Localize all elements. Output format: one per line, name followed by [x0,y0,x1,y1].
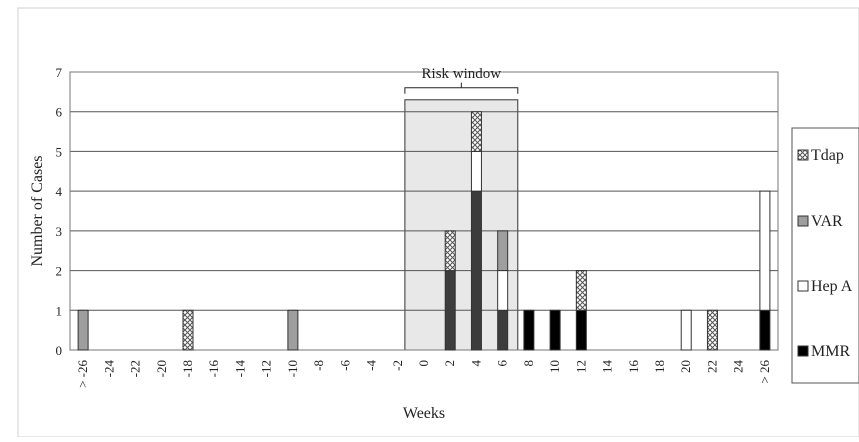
bar-segment-tdap [706,309,718,351]
legend-label: Hep A [811,278,853,295]
bar-segment-hep-a [680,309,692,351]
bar-segment-tdap [470,111,482,152]
x-tick-label: -8 [311,360,326,371]
bar-segment-mmr [523,309,535,351]
risk-window-label: Risk window [422,66,502,82]
x-tick-label: -16 [206,360,221,378]
x-tick-label: -18 [180,360,195,377]
x-tick-label: > -26 [75,360,90,388]
y-tick-label: 6 [56,105,63,120]
legend-label: MMR [811,343,850,360]
y-tick-label: 4 [56,184,63,199]
y-tick-label: 3 [56,224,63,239]
x-tick-label: -2 [390,360,405,371]
x-tick-label: 0 [416,360,431,367]
y-tick-label: 7 [56,65,63,80]
x-tick-label: > 26 [757,360,772,384]
y-tick-label: 0 [56,343,63,358]
x-tick-label: 18 [652,360,667,373]
bar-segment-var [497,230,509,272]
x-tick-label: -12 [259,360,274,377]
x-tick-label: 22 [704,360,719,373]
bar-segment-mmr-dark [444,270,456,351]
x-tick-label: 4 [468,360,483,367]
x-tick-label: -24 [101,360,116,378]
risk-window-bracket [404,82,519,94]
x-tick-label: 24 [731,360,746,374]
bar-segment-tdap [444,230,456,272]
plot-area [69,71,779,351]
bar-segment-tdap [182,309,194,351]
x-tick-label: 14 [600,360,615,374]
legend-swatch-tdap [797,149,809,161]
legend-swatch-var [797,215,809,227]
x-tick-label: 2 [442,360,457,367]
y-tick-label: 5 [56,144,63,159]
y-axis-title: Number of Cases [29,155,46,266]
x-tick-label: 6 [495,359,510,366]
bar-segment-mmr [549,309,561,351]
x-tick-label: -20 [154,360,169,377]
x-tick-label: 16 [626,360,641,374]
x-tick-label: -6 [337,360,352,371]
bar-segment-mmr-dark [497,309,509,351]
legend: Tdap VAR Hep A MMR [791,127,859,384]
bar-segment-var [287,309,299,351]
bar-segment-mmr-dark [470,190,482,351]
bar-segment-mmr [759,309,771,351]
bar-segment-hep-a [497,270,509,311]
y-tick-label: 2 [56,264,63,279]
bar-segment-var [77,309,89,351]
legend-swatch-mmr [797,345,809,357]
x-tick-label: 12 [573,360,588,373]
x-axis-title: Weeks [403,405,445,422]
x-tick-label: 10 [547,360,562,373]
x-tick-label: -4 [364,360,379,371]
y-tick-label: 1 [56,303,63,318]
x-tick-label: -14 [232,360,247,378]
x-tick-label: -22 [128,360,143,377]
x-tick-label: -10 [285,360,300,377]
bar-segment-hep-a [470,150,482,192]
bar-segment-hep-a [759,190,771,311]
x-tick-label: 8 [521,360,536,367]
legend-swatch-hep-a [797,280,809,292]
legend-label: VAR [811,213,843,230]
x-tick-label: 20 [678,360,693,373]
legend-box [791,127,859,384]
legend-label: Tdap [811,147,844,164]
bar-segment-tdap [575,270,587,311]
bar-segment-mmr [575,309,587,351]
